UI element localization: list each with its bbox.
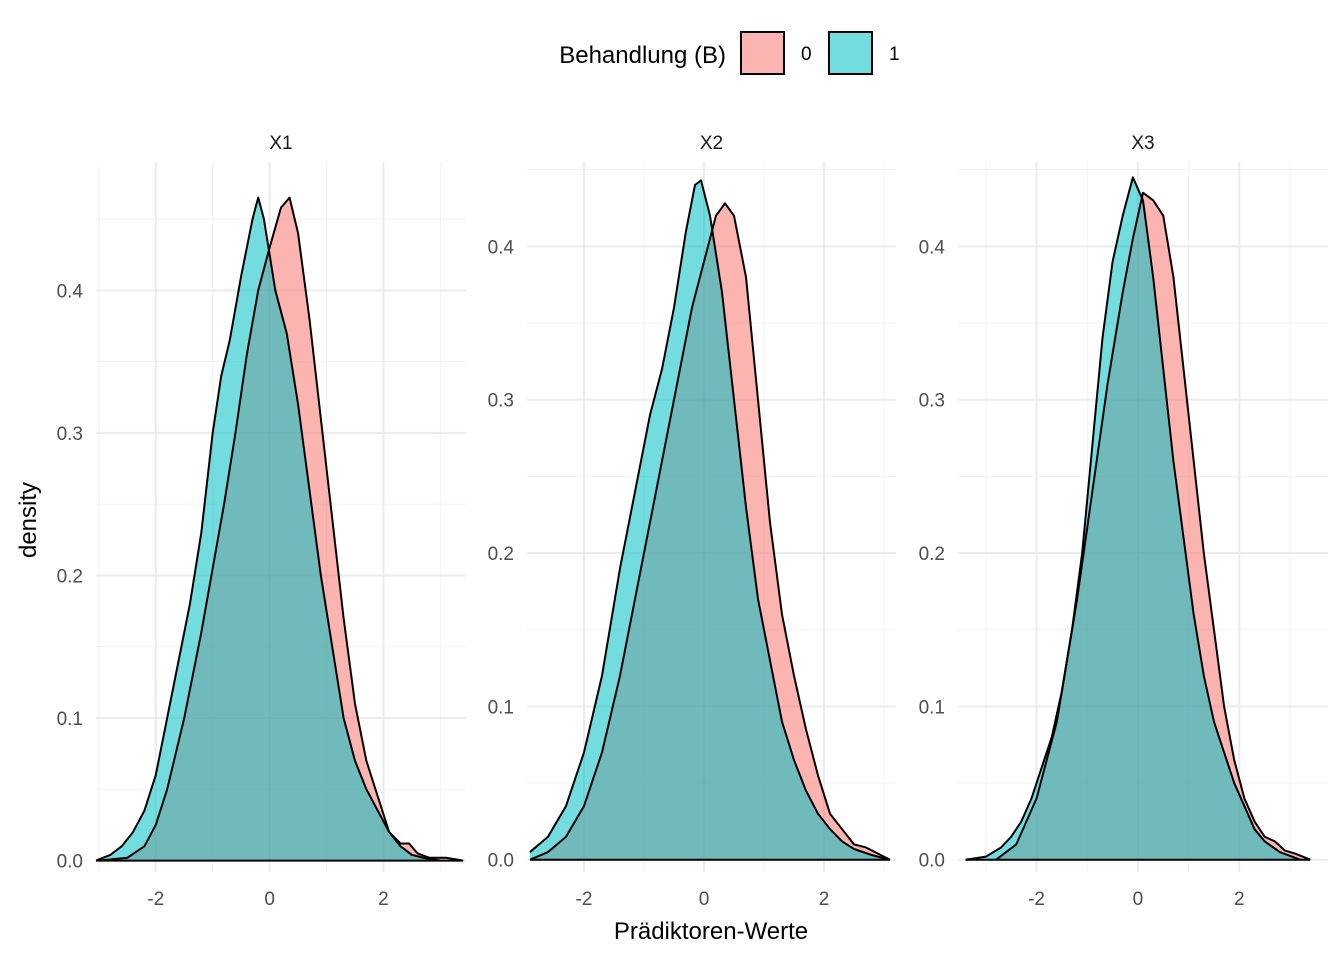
y-tick-label: 0.0 <box>488 851 514 872</box>
facet-label-X1: X1 <box>269 133 292 154</box>
y-axis-title: density <box>15 482 42 558</box>
legend-key-1 <box>828 31 873 75</box>
x-axis-title: Prädiktoren-Werte <box>614 918 808 945</box>
density-line-X2-B0 <box>529 202 891 861</box>
legend-label-0: 0 <box>801 44 812 65</box>
density-area-X1-B1 <box>96 197 441 861</box>
legend: Behandlung (B) 0 1 <box>559 31 900 75</box>
y-tick-label: 0.0 <box>57 852 83 873</box>
panel-X1: X1 0.0 0.1 0.2 0.3 0.4 -2 0 2 <box>57 133 466 910</box>
density-line-X3-B1 <box>965 176 1301 861</box>
y-tick-label: 0.1 <box>57 709 83 730</box>
y-tick-label: 0.2 <box>488 544 514 565</box>
y-tick-label: 0.4 <box>919 237 946 258</box>
legend-label-1: 1 <box>889 44 900 65</box>
x-tick-label: 2 <box>819 889 830 910</box>
y-tick-label: 0.4 <box>57 281 84 302</box>
panel-X3: X3 0.0 0.1 0.2 0.3 0.4 -2 0 2 <box>919 133 1328 910</box>
x-tick-label: 2 <box>378 889 389 910</box>
y-tick-label: 0.2 <box>57 566 83 587</box>
y-tick-label: 0.4 <box>488 237 515 258</box>
density-line-X3-B0 <box>995 191 1311 861</box>
x-tick-label: 0 <box>1133 889 1144 910</box>
panel-X2: X2 0.0 0.1 0.2 0.3 0.4 -2 0 2 <box>488 133 896 910</box>
legend-title: Behandlung (B) <box>559 42 726 69</box>
legend-key-0 <box>740 31 785 75</box>
y-tick-label: 0.3 <box>488 391 514 412</box>
x-tick-label: -2 <box>147 889 164 910</box>
y-tick-label: 0.1 <box>919 697 945 718</box>
density-line-X2-B1 <box>529 179 891 861</box>
density-line-X1-B0 <box>98 196 464 862</box>
density-area-X2-B1 <box>530 180 890 860</box>
x-tick-label: 0 <box>699 889 710 910</box>
density-area-X3-B1 <box>965 177 1301 860</box>
facet-label-X2: X2 <box>700 133 723 154</box>
x-tick-label: -2 <box>576 889 593 910</box>
density-line-X1-B1 <box>95 196 441 862</box>
x-tick-label: -2 <box>1028 889 1045 910</box>
y-tick-label: 0.0 <box>919 851 945 872</box>
y-tick-label: 0.1 <box>488 697 514 718</box>
y-tick-label: 0.2 <box>919 544 945 565</box>
x-tick-label: 0 <box>264 889 275 910</box>
y-tick-label: 0.3 <box>57 424 83 445</box>
facet-label-X3: X3 <box>1131 133 1154 154</box>
x-tick-label: 2 <box>1234 889 1245 910</box>
facet-panels: X1 0.0 0.1 0.2 0.3 0.4 -2 0 2 X2 0.0 0.1 0.2 0.3 0.4 -2… <box>57 133 1328 910</box>
y-tick-label: 0.3 <box>919 391 945 412</box>
